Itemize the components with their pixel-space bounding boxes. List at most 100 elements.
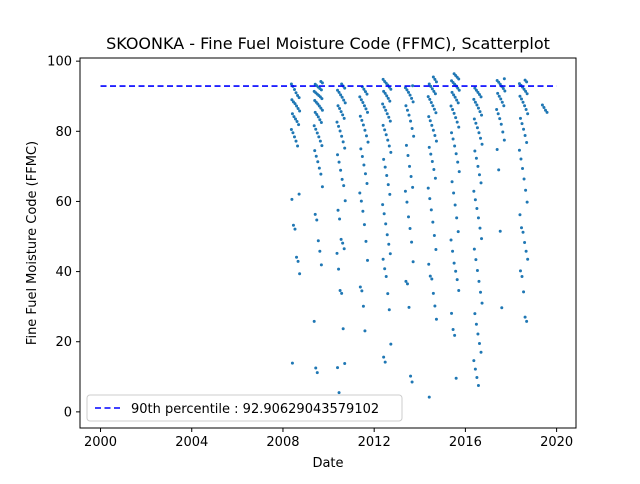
scatter-point — [341, 140, 345, 144]
scatter-point — [312, 124, 316, 128]
scatter-point — [451, 137, 455, 141]
x-tick-label: 2020 — [540, 435, 573, 450]
scatter-point — [406, 154, 410, 157]
scatter-point — [316, 160, 320, 164]
scatter-point — [523, 104, 527, 108]
scatter-point — [475, 126, 479, 130]
scatter-point — [339, 237, 343, 241]
scatter-point — [474, 322, 478, 326]
scatter-point — [503, 89, 507, 93]
scatter-point — [298, 272, 302, 276]
chart-title: SKOONKA - Fine Fuel Moisture Code (FFMC)… — [106, 34, 550, 53]
scatter-point — [381, 123, 385, 127]
scatter-point — [315, 218, 319, 222]
scatter-point — [362, 104, 366, 108]
scatter-point — [290, 361, 294, 365]
scatter-point — [361, 304, 365, 308]
scatter-point — [450, 131, 454, 135]
scatter-point — [451, 327, 455, 331]
scatter-point — [312, 319, 316, 323]
scatter-point — [403, 86, 407, 90]
scatter-point — [456, 101, 460, 105]
scatter-point — [389, 87, 393, 91]
scatter-point — [295, 104, 299, 108]
x-axis-label: Date — [312, 456, 343, 471]
scatter-point — [296, 144, 300, 148]
scatter-point — [477, 341, 481, 345]
scatter-point — [385, 173, 389, 177]
scatter-point — [407, 305, 411, 309]
y-tick-label: 40 — [55, 265, 72, 280]
scatter-point — [313, 149, 317, 153]
scatter-point — [455, 216, 459, 220]
scatter-point — [434, 111, 438, 115]
x-tick-label: 2016 — [449, 435, 482, 450]
scatter-point — [314, 154, 318, 158]
scatter-point — [472, 359, 476, 363]
scatter-point — [430, 159, 434, 163]
scatter-point — [523, 240, 527, 244]
scatter-point — [404, 143, 408, 147]
axis-ticks: 2000 2004 2008 2012 2016 2020 0 20 40 60 80 100 — [47, 55, 573, 450]
scatter-point — [475, 269, 479, 273]
scatter-point — [525, 200, 529, 204]
scatter-point — [427, 82, 431, 86]
legend: 90th percentile : 92.90629043579102 — [86, 394, 403, 422]
scatter-point — [385, 94, 389, 98]
scatter-point — [407, 90, 410, 94]
scatter-point — [520, 122, 524, 126]
y-axis-label: Fine Fuel Moisture Code (FFMC) — [25, 141, 40, 345]
scatter-point — [298, 109, 302, 113]
scatter-point — [526, 112, 530, 116]
scatter-point — [452, 93, 456, 97]
scatter-point — [501, 130, 505, 134]
scatter-point — [290, 98, 294, 102]
scatter-point — [338, 129, 342, 133]
scatter-point — [405, 108, 409, 112]
scatter-point — [520, 226, 523, 230]
scatter-point — [525, 141, 529, 145]
scatter-point — [522, 87, 526, 91]
scatter-point — [473, 312, 477, 316]
scatter-point — [472, 97, 476, 101]
scatter-point — [290, 112, 294, 116]
scatter-point — [431, 291, 435, 295]
scatter-point — [498, 82, 502, 86]
scatter-point — [404, 104, 408, 108]
scatter-point — [294, 91, 298, 95]
scatter-point — [497, 94, 501, 98]
scatter-point — [384, 222, 388, 226]
scatter-point — [339, 110, 343, 114]
scatter-point — [316, 102, 320, 106]
scatter-point — [341, 113, 345, 117]
scatter-point — [433, 134, 437, 138]
scatter-point — [335, 251, 339, 255]
scatter-point — [429, 101, 433, 105]
scatter-point — [385, 233, 389, 237]
scatter-point — [523, 315, 527, 319]
scatter-point — [433, 176, 437, 180]
scatter-point — [383, 91, 387, 95]
scatter-point — [409, 119, 413, 123]
scatter-point — [430, 123, 434, 127]
scatter-point — [383, 128, 387, 132]
scatter-point — [410, 240, 414, 244]
scatter-point — [314, 366, 318, 370]
scatter-point — [497, 168, 501, 172]
scatter-point — [526, 257, 530, 261]
scatter-point — [362, 163, 366, 167]
scatter-point — [359, 147, 363, 151]
scatter-point — [457, 170, 461, 174]
scatter-point — [411, 100, 415, 104]
scatter-point — [479, 136, 483, 140]
scatter-point — [320, 97, 324, 101]
scatter-point — [473, 198, 477, 202]
scatter-point — [453, 333, 457, 337]
scatter-point — [428, 119, 432, 123]
scatter-point — [403, 189, 407, 193]
scatter-point — [361, 123, 365, 127]
scatter-point — [389, 150, 393, 154]
scatter-point — [474, 156, 478, 160]
scatter-point — [449, 238, 453, 242]
scatter-point — [476, 384, 480, 388]
